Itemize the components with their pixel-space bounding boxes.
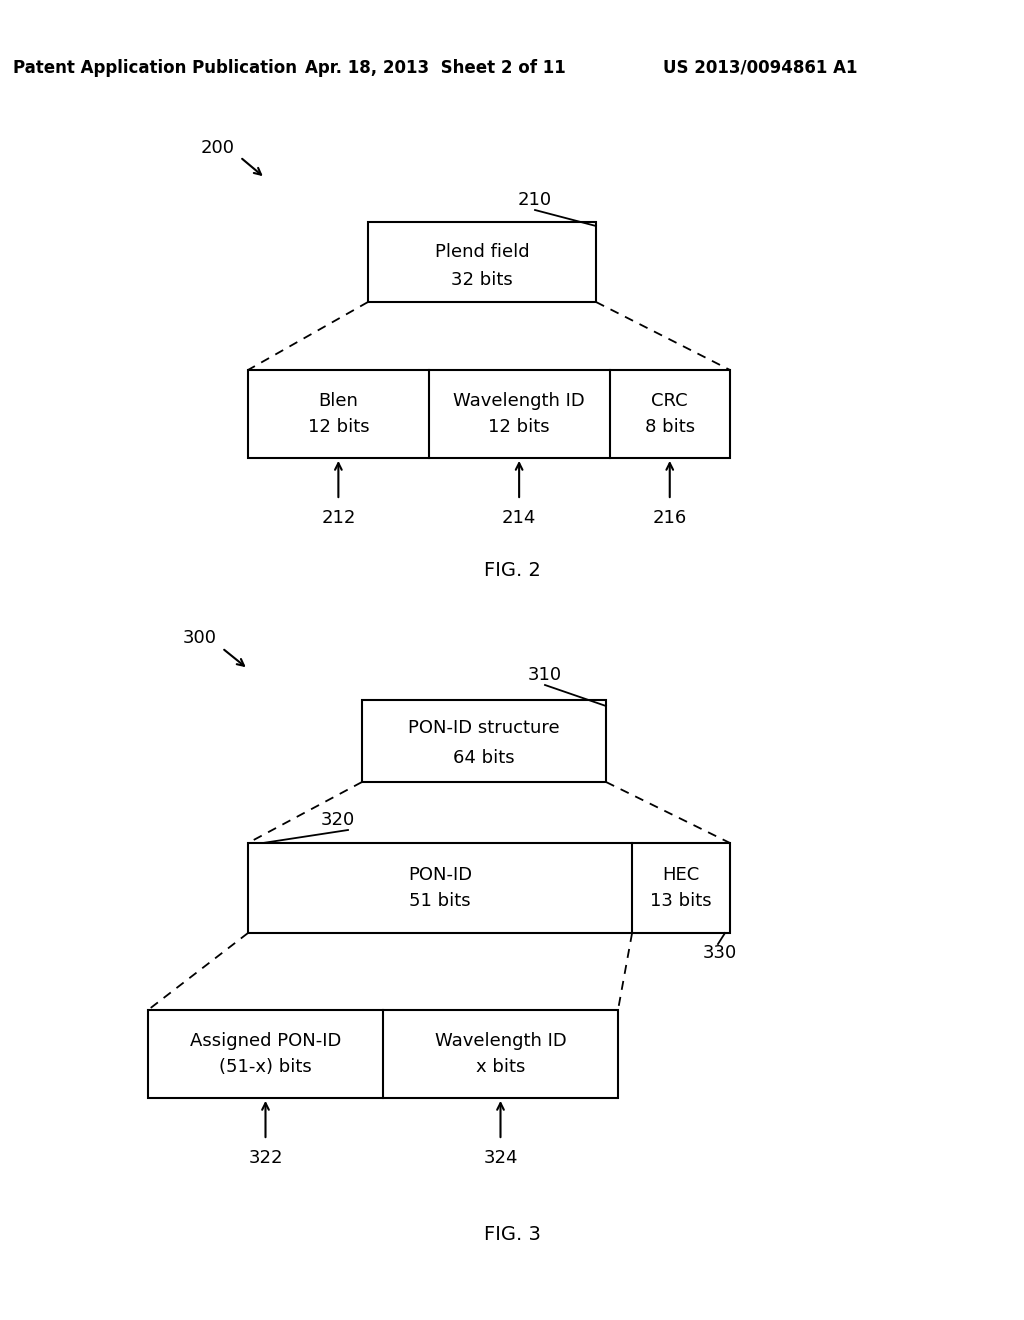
Text: 320: 320 — [321, 810, 355, 829]
Text: 324: 324 — [483, 1148, 518, 1167]
Text: Blen: Blen — [318, 392, 358, 411]
Text: 13 bits: 13 bits — [650, 892, 712, 909]
Text: US 2013/0094861 A1: US 2013/0094861 A1 — [663, 59, 857, 77]
Text: Apr. 18, 2013  Sheet 2 of 11: Apr. 18, 2013 Sheet 2 of 11 — [304, 59, 565, 77]
Bar — [148, 1010, 618, 1098]
Bar — [248, 843, 730, 933]
Text: Patent Application Publication: Patent Application Publication — [13, 59, 297, 77]
Text: 216: 216 — [652, 510, 687, 527]
Text: 210: 210 — [518, 191, 552, 209]
Text: Plend field: Plend field — [434, 243, 529, 261]
Text: (51-x) bits: (51-x) bits — [219, 1059, 312, 1076]
Text: CRC: CRC — [651, 392, 688, 411]
Bar — [248, 370, 730, 458]
Bar — [362, 700, 606, 781]
Text: 212: 212 — [322, 510, 355, 527]
Text: FIG. 2: FIG. 2 — [483, 561, 541, 579]
Text: PON-ID: PON-ID — [408, 866, 472, 884]
Text: 310: 310 — [528, 667, 562, 684]
Text: 32 bits: 32 bits — [452, 271, 513, 289]
Text: Assigned PON-ID: Assigned PON-ID — [189, 1032, 341, 1049]
Text: 330: 330 — [702, 944, 737, 962]
Text: HEC: HEC — [663, 866, 699, 884]
Text: 12 bits: 12 bits — [488, 418, 550, 436]
Text: x bits: x bits — [476, 1059, 525, 1076]
Bar — [368, 222, 596, 302]
Text: 8 bits: 8 bits — [645, 418, 695, 436]
Text: 200: 200 — [201, 139, 234, 157]
Text: 64 bits: 64 bits — [454, 748, 515, 767]
Text: 322: 322 — [248, 1148, 283, 1167]
Text: Wavelength ID: Wavelength ID — [454, 392, 585, 411]
Text: Wavelength ID: Wavelength ID — [434, 1032, 566, 1049]
Text: PON-ID structure: PON-ID structure — [409, 719, 560, 737]
Text: 12 bits: 12 bits — [307, 418, 370, 436]
Text: 214: 214 — [502, 510, 537, 527]
Text: FIG. 3: FIG. 3 — [483, 1225, 541, 1245]
Text: 51 bits: 51 bits — [410, 892, 471, 909]
Text: 300: 300 — [183, 630, 217, 647]
